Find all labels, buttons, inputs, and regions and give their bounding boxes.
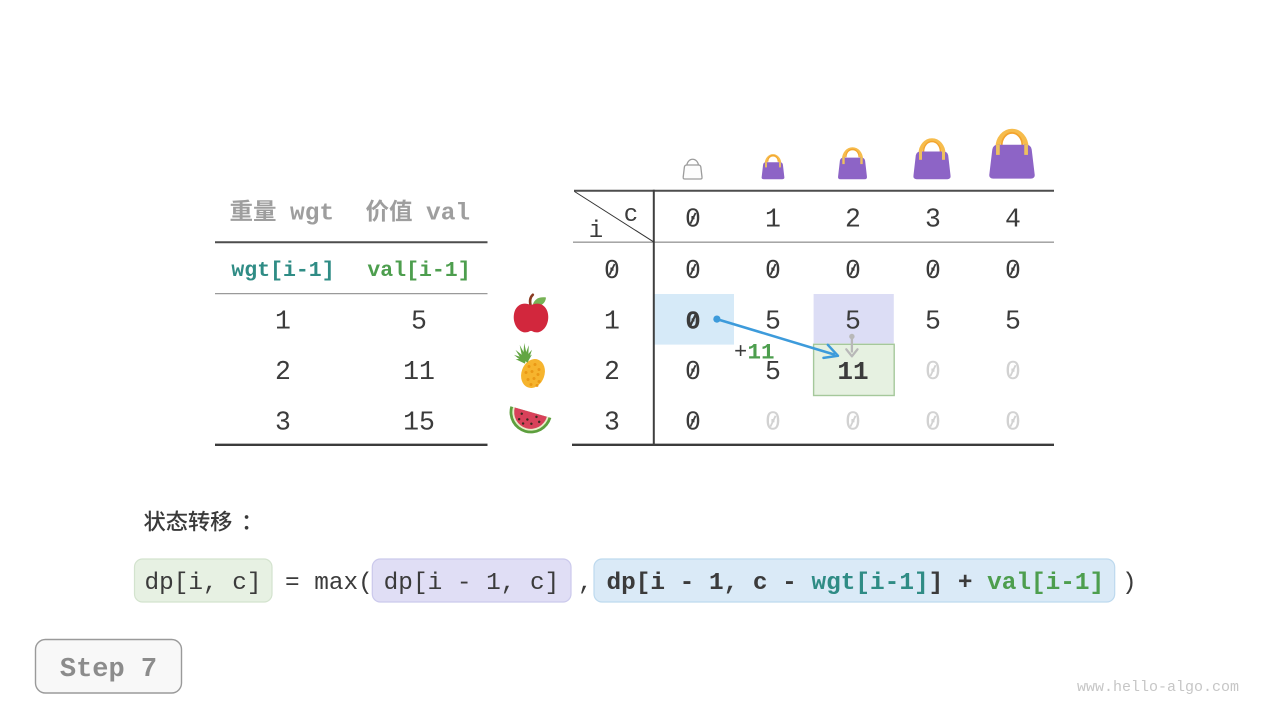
svg-text:): ): [1122, 570, 1137, 597]
svg-text:dp[i, c]: dp[i, c]: [144, 570, 261, 597]
svg-text:3: 3: [275, 408, 291, 438]
svg-text:] +: ] +: [929, 570, 988, 597]
svg-text:11: 11: [748, 340, 775, 366]
svg-text:,: ,: [578, 570, 593, 597]
svg-text:1: 1: [275, 307, 291, 337]
svg-text:3: 3: [925, 205, 941, 235]
svg-text:11: 11: [403, 357, 435, 387]
svg-text:2: 2: [845, 205, 861, 235]
svg-text:val: val: [426, 201, 470, 228]
svg-text:5: 5: [845, 307, 861, 337]
svg-text:5: 5: [765, 357, 781, 387]
svg-text:5: 5: [1005, 307, 1021, 337]
svg-text:Step 7: Step 7: [60, 655, 157, 685]
svg-text:15: 15: [403, 408, 435, 438]
svg-text:5: 5: [411, 307, 427, 337]
svg-text:1: 1: [765, 205, 781, 235]
svg-text:i: i: [589, 218, 603, 245]
svg-text:wgt[i-1]: wgt[i-1]: [231, 259, 334, 283]
svg-text:2: 2: [604, 357, 620, 387]
svg-text:5: 5: [765, 307, 781, 337]
svg-text:val[i-1]: val[i-1]: [367, 259, 470, 283]
svg-text:2: 2: [275, 357, 291, 387]
svg-text:5: 5: [925, 307, 941, 337]
svg-text:wgt[i-1]: wgt[i-1]: [812, 570, 929, 597]
svg-text:c: c: [624, 202, 638, 229]
svg-text:3: 3: [604, 408, 620, 438]
svg-text:val[i-1]: val[i-1]: [987, 570, 1104, 597]
svg-text:dp[i - 1, c -: dp[i - 1, c -: [607, 570, 812, 597]
svg-text:4: 4: [1005, 205, 1021, 235]
svg-text:11: 11: [837, 357, 868, 387]
svg-text:dp[i - 1, c]: dp[i - 1, c]: [384, 570, 560, 597]
svg-text:www.hello-algo.com: www.hello-algo.com: [1077, 679, 1239, 696]
svg-text:+: +: [734, 340, 747, 365]
svg-text:= max(: = max(: [285, 570, 373, 597]
svg-text:1: 1: [604, 307, 620, 337]
svg-text:wgt: wgt: [290, 201, 334, 228]
